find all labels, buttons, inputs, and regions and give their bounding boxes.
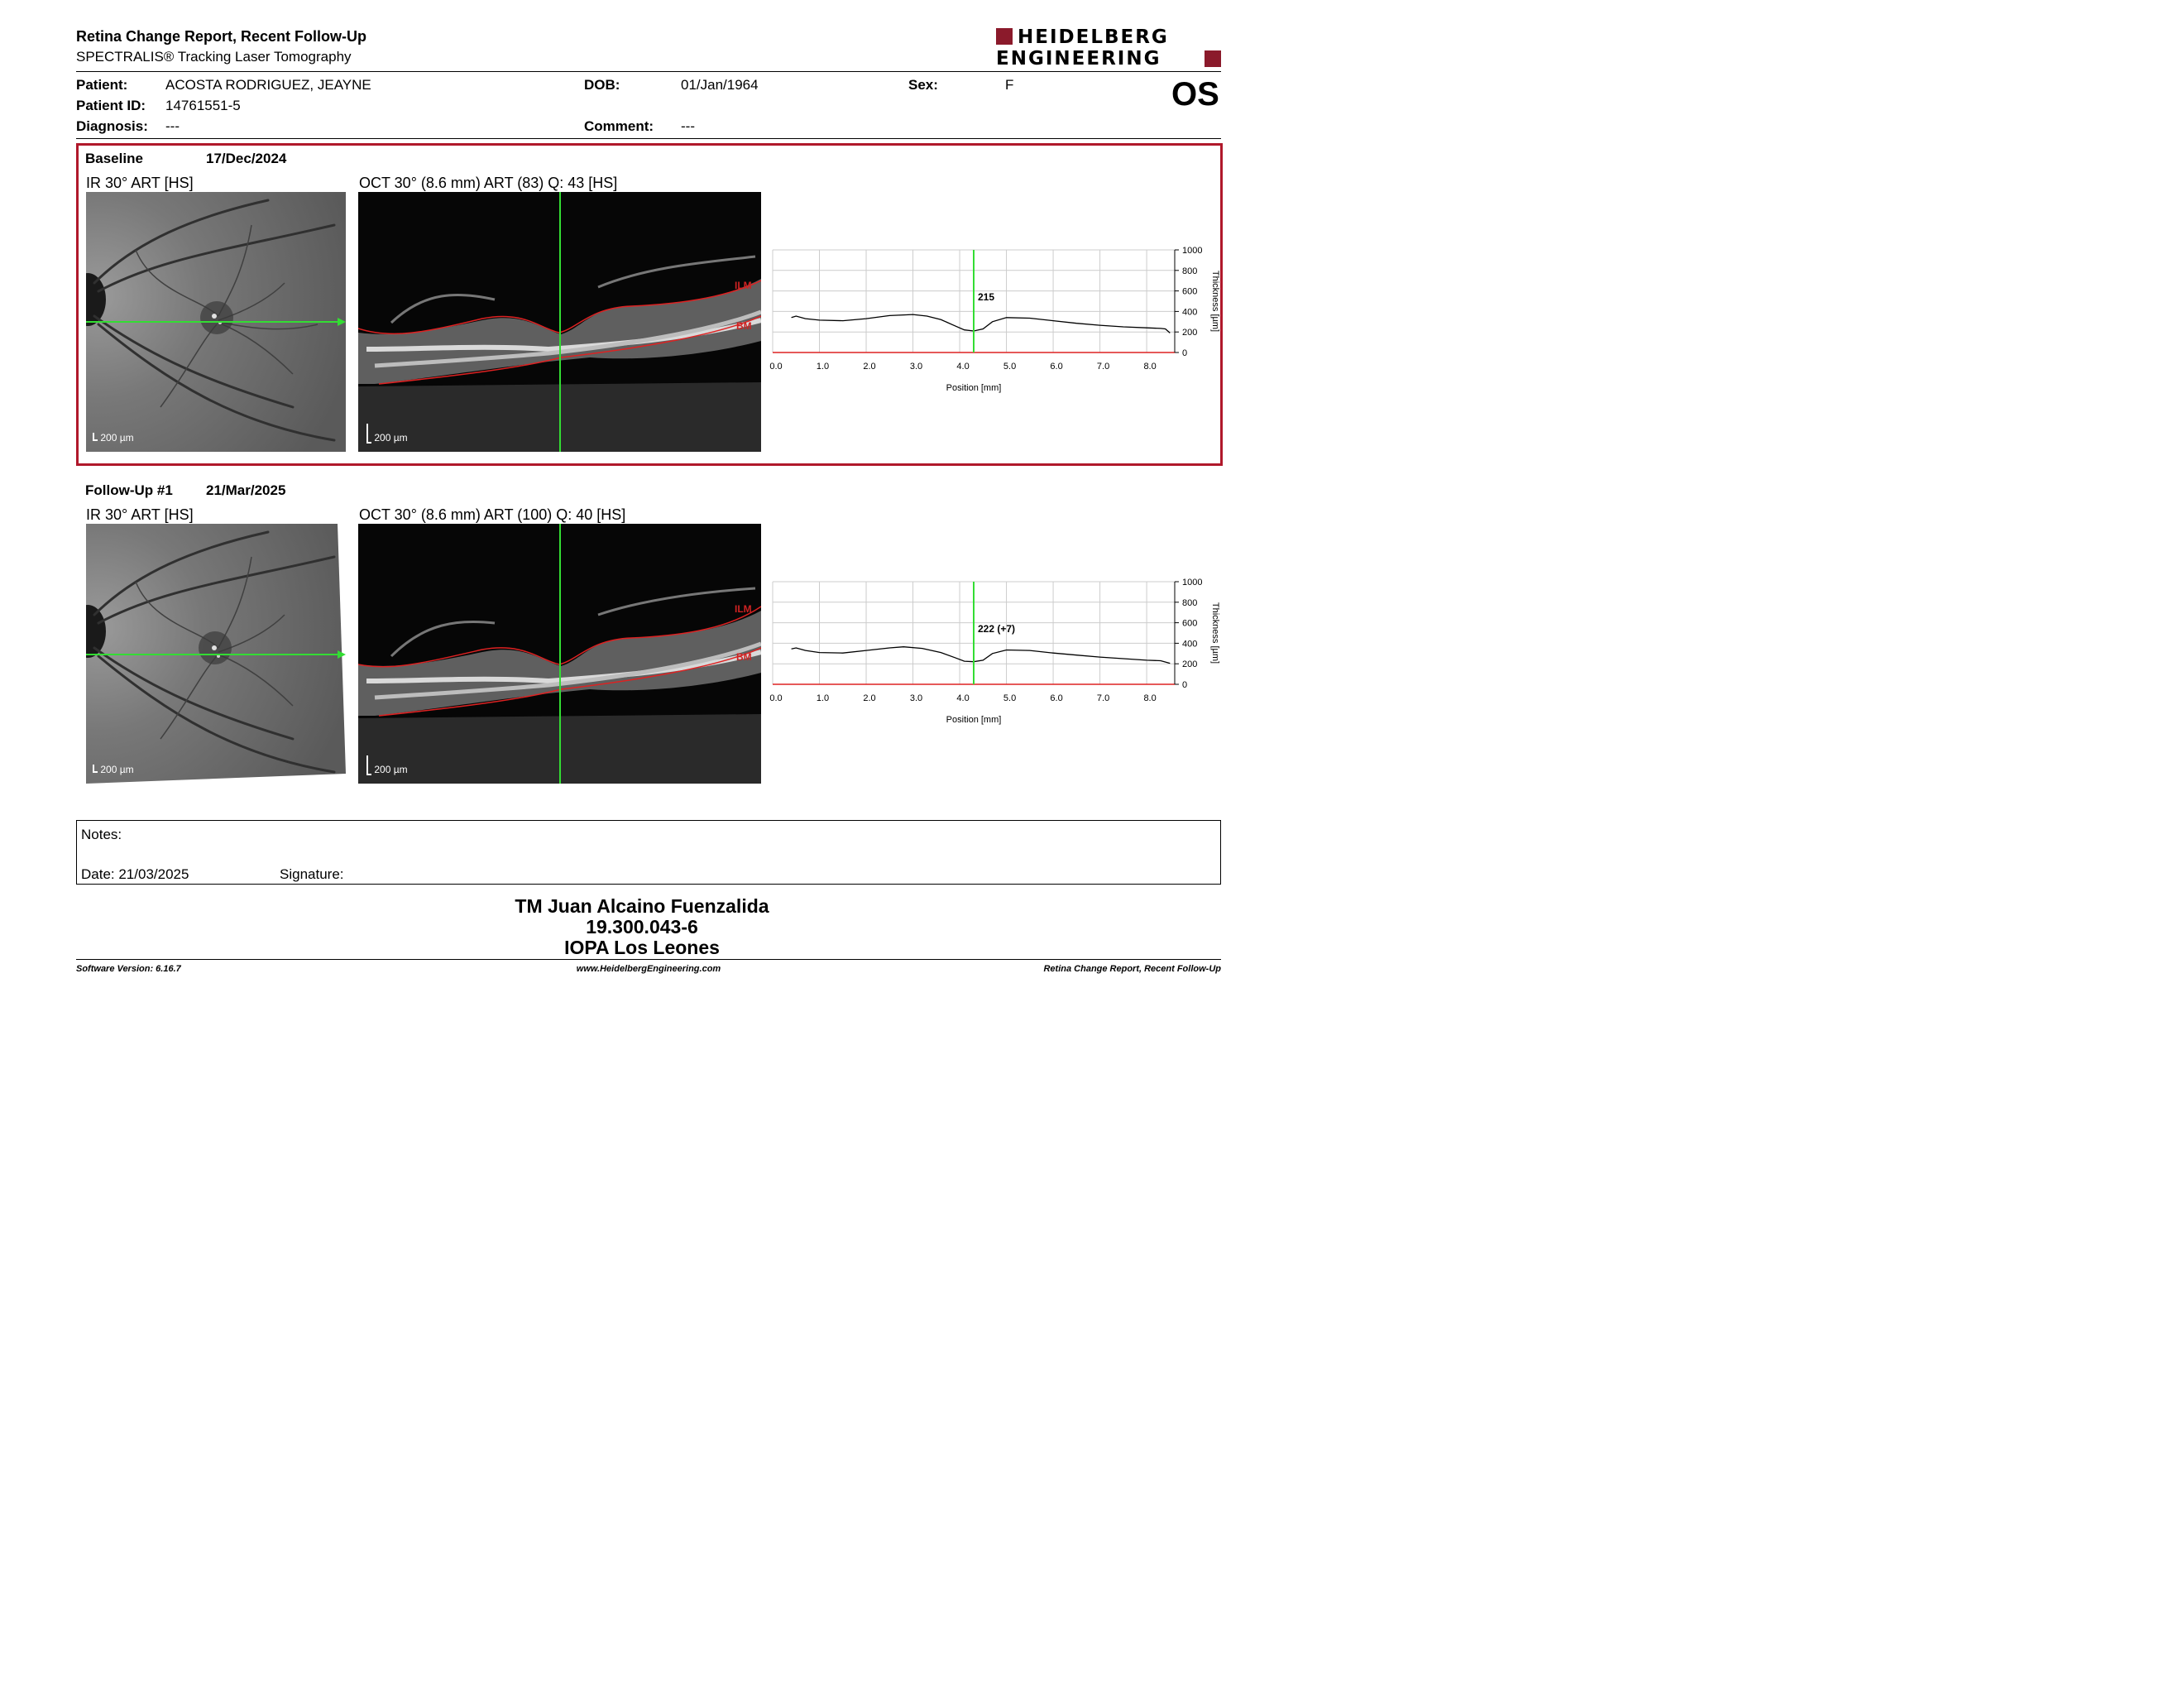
logo-square-bottom [1205,50,1221,67]
baseline-date: 17/Dec/2024 [206,151,287,166]
y-tick-label: 600 [1182,287,1197,297]
y-tick-label: 0 [1182,348,1187,358]
baseline-thickness-chart: 0.0 1.0 2.0 3.0 4.0 5.0 6.0 7.0 8.0 0 200 400 600 800… [766,242,1229,399]
heidelberg-logo: HEIDELBERG ENGINEERING [996,27,1221,69]
x-tick-label: 8.0 [1143,362,1156,372]
followup-oct-title: OCT 30° (8.6 mm) ART (100) Q: 40 [HS] [359,506,626,523]
y-tick-label: 800 [1182,266,1197,276]
y-tick-label: 200 [1182,328,1197,338]
footer-divider [76,959,1221,960]
logo-square-top [996,28,1013,45]
followup-ir-scale: 200 µm [93,764,134,775]
y-tick-label: 400 [1182,307,1197,317]
dob-value: 01/Jan/1964 [681,77,759,93]
logo-line-2: ENGINEERING [996,48,1161,70]
x-tick-label: 1.0 [817,362,829,372]
report-title: Retina Change Report, Recent Follow-Up [76,28,367,45]
comment-label: Comment: [584,118,654,134]
x-tick-label: 7.0 [1097,693,1109,703]
baseline-oct-bscan-image[interactable]: ILM BM 200 µm [358,192,761,452]
y-tick-label: 800 [1182,598,1197,608]
y-tick-label: 400 [1182,639,1197,649]
followup-ir-fundus-image[interactable]: 200 µm [86,524,346,784]
logo-line-1: HEIDELBERG [1018,26,1169,48]
x-tick-label: 0.0 [769,362,782,372]
patient-name: ACOSTA RODRIGUEZ, JEAYNE [165,77,371,93]
y-axis-label: Thickness [µm] [1210,271,1220,332]
baseline-ir-title: IR 30° ART [HS] [86,175,194,191]
operator-name: TM Juan Alcaino Fuenzalida [515,895,769,917]
x-tick-label: 6.0 [1050,693,1062,703]
followup-ir-title: IR 30° ART [HS] [86,506,194,523]
diagnosis-value: --- [165,118,180,134]
eye-indicator: OS [1171,76,1219,113]
baseline-ilm-label: ILM [735,280,752,291]
followup-oct-bscan-image[interactable]: ILM BM 200 µm [358,524,761,784]
comment-value: --- [681,118,695,134]
header-divider [76,71,1221,72]
y-axis-label: Thickness [µm] [1210,602,1220,664]
marker-value-label: 222 (+7) [978,623,1015,635]
patient-label: Patient: [76,77,128,93]
followup-date: 21/Mar/2025 [206,482,286,498]
x-tick-label: 4.0 [956,693,969,703]
clinic-name: IOPA Los Leones [564,937,720,958]
website-link[interactable]: www.HeidelbergEngineering.com [576,964,721,974]
thickness-series-line [791,646,1171,664]
y-tick-label: 600 [1182,619,1197,629]
signature-label: Signature: [280,866,344,882]
x-axis-label: Position [mm] [946,715,1002,725]
diagnosis-label: Diagnosis: [76,118,148,134]
followup-ilm-label: ILM [735,603,752,615]
baseline-bm-label: BM [736,320,752,332]
x-tick-label: 0.0 [769,693,782,703]
dob-label: DOB: [584,77,620,93]
notes-date: Date: 21/03/2025 [81,866,189,882]
x-tick-label: 8.0 [1143,693,1156,703]
y-tick-label: 1000 [1182,578,1202,587]
baseline-oct-scale: 200 µm [366,424,408,444]
baseline-ir-fundus-image[interactable]: 200 µm [86,192,346,452]
x-tick-label: 1.0 [817,693,829,703]
followup-oct-scale: 200 µm [366,755,408,775]
x-tick-label: 6.0 [1050,362,1062,372]
notes-box[interactable]: Notes: Date: 21/03/2025 Signature: [76,820,1221,885]
operator-id: 19.300.043-6 [586,916,698,938]
report-subtitle: SPECTRALIS® Tracking Laser Tomography [76,49,352,65]
x-tick-label: 3.0 [910,693,922,703]
followup-label: Follow-Up #1 [85,482,173,498]
patient-id-value: 14761551-5 [165,98,241,113]
x-tick-label: 2.0 [863,362,875,372]
y-tick-label: 0 [1182,680,1187,690]
baseline-oct-title: OCT 30° (8.6 mm) ART (83) Q: 43 [HS] [359,175,618,191]
x-tick-label: 5.0 [1003,362,1016,372]
followup-thickness-chart: 0.0 1.0 2.0 3.0 4.0 5.0 6.0 7.0 8.0 0 200 400 600 800… [766,573,1229,731]
sex-label: Sex: [908,77,938,93]
baseline-ir-scale: 200 µm [93,432,134,444]
y-tick-label: 1000 [1182,246,1202,256]
x-tick-label: 3.0 [910,362,922,372]
x-tick-label: 5.0 [1003,693,1016,703]
sex-value: F [1005,77,1014,93]
baseline-panel [76,143,1223,466]
marker-value-label: 215 [978,291,994,303]
y-tick-label: 200 [1182,659,1197,669]
x-axis-label: Position [mm] [946,383,1002,393]
patient-id-label: Patient ID: [76,98,146,113]
x-tick-label: 2.0 [863,693,875,703]
x-tick-label: 4.0 [956,362,969,372]
x-tick-label: 7.0 [1097,362,1109,372]
thickness-series-line [791,314,1171,333]
patient-divider [76,138,1221,139]
footer-report-name: Retina Change Report, Recent Follow-Up [1043,964,1221,974]
notes-label: Notes: [81,827,122,842]
baseline-label: Baseline [85,151,143,166]
followup-bm-label: BM [736,651,752,663]
software-version: Software Version: 6.16.7 [76,964,181,974]
